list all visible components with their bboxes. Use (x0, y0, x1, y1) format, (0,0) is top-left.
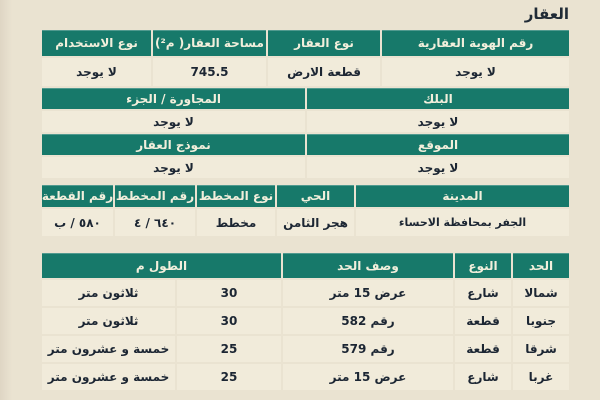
plan-type-value: مخطط (197, 209, 275, 236)
site-model-table: الموقع نموذج العقار لا يوجد لا يوجد (42, 134, 569, 178)
boundary-length-words-cell: ثلاثون متر (42, 280, 175, 306)
boundary-side-cell: شرقا (513, 336, 569, 362)
block-value: لا يوجد (307, 111, 569, 132)
plan-type-header: نوع المخطط (197, 185, 275, 207)
property-type-header: نوع العقار (268, 30, 380, 56)
boundary-side-cell: جنوبا (513, 308, 569, 334)
property-usage-value: لا يوجد (42, 58, 151, 86)
boundary-length-words-cell: ثلاثون متر (42, 308, 175, 334)
plan-number-header: رقم المخطط (115, 185, 195, 207)
property-area-header: مساحة العقار( م²) (153, 30, 266, 56)
boundary-side-header: الحد (513, 253, 569, 278)
property-id-header: رقم الهوية العقارية (382, 30, 569, 56)
boundary-length-words-cell: خمسة و عشرون متر (42, 336, 175, 362)
city-header: المدينة (356, 185, 569, 207)
property-report-page: العقار رقم الهوية العقارية نوع العقار مس… (42, 4, 569, 392)
location-table: المدينة الحي نوع المخطط رقم المخطط رقم ا… (42, 185, 569, 236)
district-value: هجر الثامن (277, 209, 354, 236)
boundary-length-cell: 30 (177, 308, 281, 334)
boundary-type-cell: قطعة (455, 336, 511, 362)
boundary-description-cell: عرض 15 متر (283, 280, 453, 306)
page-title: العقار (524, 5, 569, 23)
plan-number-value: ٦٤٠ / ٤ (115, 209, 195, 236)
boundary-length-cell: 25 (177, 364, 281, 390)
district-header: الحي (277, 185, 354, 207)
boundary-type-cell: قطعة (455, 308, 511, 334)
parcel-number-header: رقم القطعة (42, 185, 113, 207)
model-header: نموذج العقار (42, 134, 305, 155)
adjacent-header: المجاورة / الجزء (42, 88, 305, 109)
boundary-length-cell: 25 (177, 336, 281, 362)
property-usage-header: نوع الاستخدام (42, 30, 151, 56)
boundary-side-cell: شمالا (513, 280, 569, 306)
boundary-length-words-cell: خمسة و عشرون متر (42, 364, 175, 390)
parcel-number-value: ٥٨٠ / ب (42, 209, 113, 236)
property-area-value: 745.5 (153, 58, 266, 86)
boundaries-table: الحد النوع وصف الحد الطول م شمالا شارع ع… (42, 253, 569, 390)
site-value: لا يوجد (307, 157, 569, 178)
model-value: لا يوجد (42, 157, 305, 178)
site-header: الموقع (307, 134, 569, 155)
boundary-type-cell: شارع (455, 364, 511, 390)
boundary-length-header: الطول م (42, 253, 281, 278)
property-type-value: قطعة الارض (268, 58, 380, 86)
boundary-description-cell: عرض 15 متر (283, 364, 453, 390)
boundary-description-cell: رقم 582 (283, 308, 453, 334)
property-id-value: لا يوجد (382, 58, 569, 86)
boundary-description-cell: رقم 579 (283, 336, 453, 362)
adjacent-value: لا يوجد (42, 111, 305, 132)
property-info-table: رقم الهوية العقارية نوع العقار مساحة الع… (42, 30, 569, 86)
block-adjacency-table: البلك المجاورة / الجزء لا يوجد لا يوجد (42, 88, 569, 132)
city-value: الجفر بمحافظة الاحساء (356, 209, 569, 236)
boundary-length-cell: 30 (177, 280, 281, 306)
block-header: البلك (307, 88, 569, 109)
boundary-description-header: وصف الحد (283, 253, 453, 278)
boundary-type-cell: شارع (455, 280, 511, 306)
boundary-side-cell: غربا (513, 364, 569, 390)
boundary-type-header: النوع (455, 253, 511, 278)
